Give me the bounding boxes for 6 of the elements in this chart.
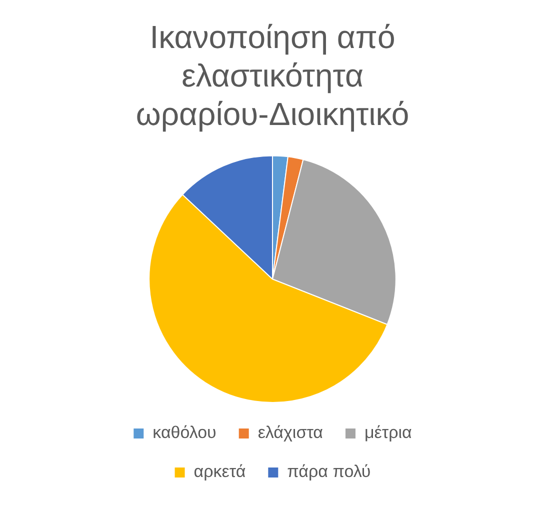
chart-title: Ικανοποίηση από ελαστικότητα ωραρίου-Διοικητικό (136, 19, 410, 132)
legend-label: πάρα πολύ (287, 462, 371, 482)
legend-label: ελάχιστα (258, 423, 324, 442)
legend-label: καθόλου (152, 423, 216, 442)
legend-label: μέτρια (364, 423, 412, 442)
legend-label: αρκετά (194, 462, 246, 482)
